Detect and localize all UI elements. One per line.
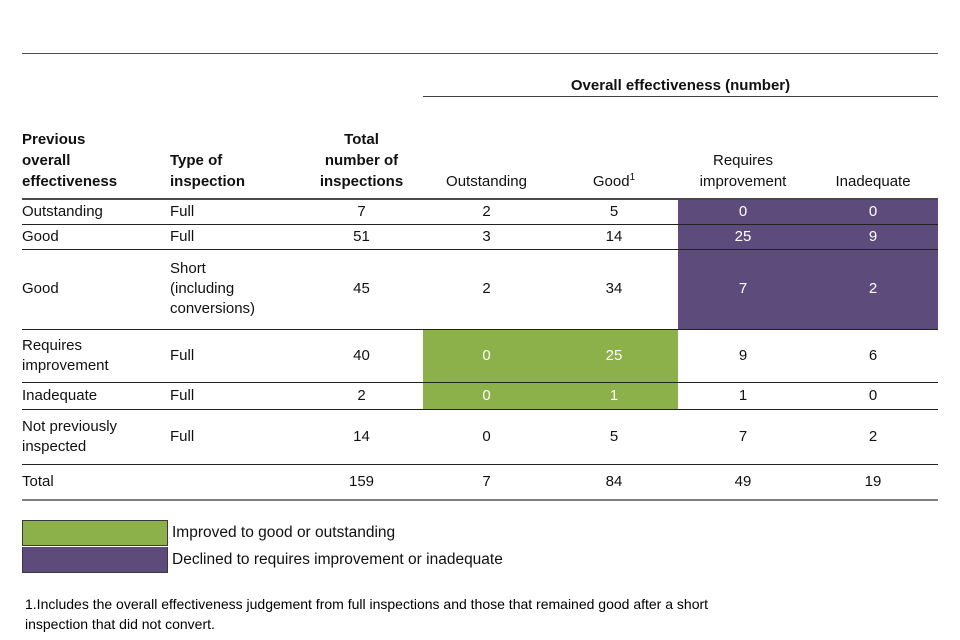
cell-previous: Not previously inspected [22,417,118,455]
cell-outstanding: 0 [423,382,550,409]
table-row-requires-improvement: Requires improvement Full 40 0 25 9 6 [22,329,939,382]
cell-good: 34 [605,280,623,297]
group-header-spacer [22,53,423,97]
cell-outstanding: 0 [423,329,550,382]
cell-total: 2 [357,386,366,404]
cell-good: 14 [605,227,623,245]
col-header-good: Good1 [550,96,678,200]
table-row-inadequate: Inadequate Full 2 0 1 1 0 [22,382,939,409]
legend-label-declined: Declined to requires improvement or inad… [172,550,503,568]
cell-good: 1 [550,382,678,409]
column-header-row: Previous overall effectiveness Type of i… [22,96,939,200]
cell-type: Short (including conversions) [170,260,256,317]
col-header-inspection-type: Type of inspection [170,96,300,200]
footnote-line-1: 1.Includes the overall effectiveness jud… [25,596,709,612]
cell-requires-improvement: 0 [678,199,808,224]
cell-requires-improvement: 9 [738,346,748,364]
col-header-requires-improvement: Requires improvement [678,96,808,200]
cell-good: 5 [609,427,619,445]
cell-outstanding: 3 [482,227,491,245]
cell-requires-improvement: 49 [734,472,752,490]
cell-total: 14 [353,427,370,445]
cell-good: 25 [550,329,678,382]
col-header-previous-effectiveness: Previous overall effectiveness [22,96,170,200]
legend-swatch-improved [22,519,168,546]
cell-type: Full [170,386,195,404]
good-footnote-marker: 1 [629,172,636,183]
table-row-total: Total 159 7 84 49 19 [22,464,939,500]
table-row-outstanding: Outstanding Full 7 2 5 0 0 [22,199,939,224]
col-header-outstanding: Outstanding [423,96,550,200]
legend-item-declined: Declined to requires improvement or inad… [22,546,503,573]
group-header-row: Overall effectiveness (number) [22,53,939,97]
cell-requires-improvement: 1 [738,386,748,404]
cell-previous: Inadequate [22,386,98,404]
cell-type: Full [170,202,195,220]
cell-good: 84 [605,472,623,490]
cell-total: 51 [353,227,370,245]
legend-item-improved: Improved to good or outstanding [22,519,503,546]
cell-inadequate: 2 [808,249,939,329]
table-row-good-full: Good Full 51 3 14 25 9 [22,224,939,249]
cell-type: Full [170,227,195,245]
cell-previous: Requires improvement [22,336,109,374]
legend: Improved to good or outstanding Declined… [22,519,503,573]
cell-good: 5 [609,202,619,220]
cell-requires-improvement: 7 [738,427,748,445]
legend-label-improved: Improved to good or outstanding [172,523,396,541]
cell-inadequate: 2 [868,427,878,445]
cell-previous: Outstanding [22,202,103,220]
cell-outstanding: 0 [482,427,491,445]
cell-inadequate: 0 [808,199,939,224]
cell-total: 40 [353,346,370,364]
cell-inadequate: 0 [868,386,878,404]
table-row-not-previously-inspected: Not previously inspected Full 14 0 5 7 2 [22,409,939,464]
cell-total: 45 [353,280,370,297]
cell-previous: Good [22,280,59,297]
cell-type: Full [170,346,195,364]
cell-total: 159 [348,472,375,490]
effectiveness-table: Overall effectiveness (number) Previous … [22,53,939,501]
cell-previous: Total [22,472,54,490]
cell-outstanding: 2 [482,280,491,297]
footnote-line-2: inspection that did not convert. [25,616,215,632]
cell-type [170,464,300,500]
cell-inadequate: 6 [868,346,878,364]
cell-outstanding: 7 [482,472,491,490]
cell-total: 7 [357,202,366,220]
cell-type: Full [170,427,195,445]
legend-swatch-declined [22,546,168,573]
cell-outstanding: 2 [482,202,491,220]
group-header-title: Overall effectiveness (number) [423,53,939,97]
cell-previous: Good [22,227,59,245]
cell-requires-improvement: 25 [678,224,808,249]
cell-inadequate: 19 [864,472,882,490]
cell-inadequate: 9 [808,224,939,249]
table-row-good-short: Good Short (including conversions) 45 2 … [22,249,939,329]
col-header-inadequate: Inadequate [808,96,939,200]
footnote: 1.Includes the overall effectiveness jud… [25,594,708,634]
col-header-total-inspections: Total number of inspections [300,96,423,200]
cell-requires-improvement: 7 [678,249,808,329]
